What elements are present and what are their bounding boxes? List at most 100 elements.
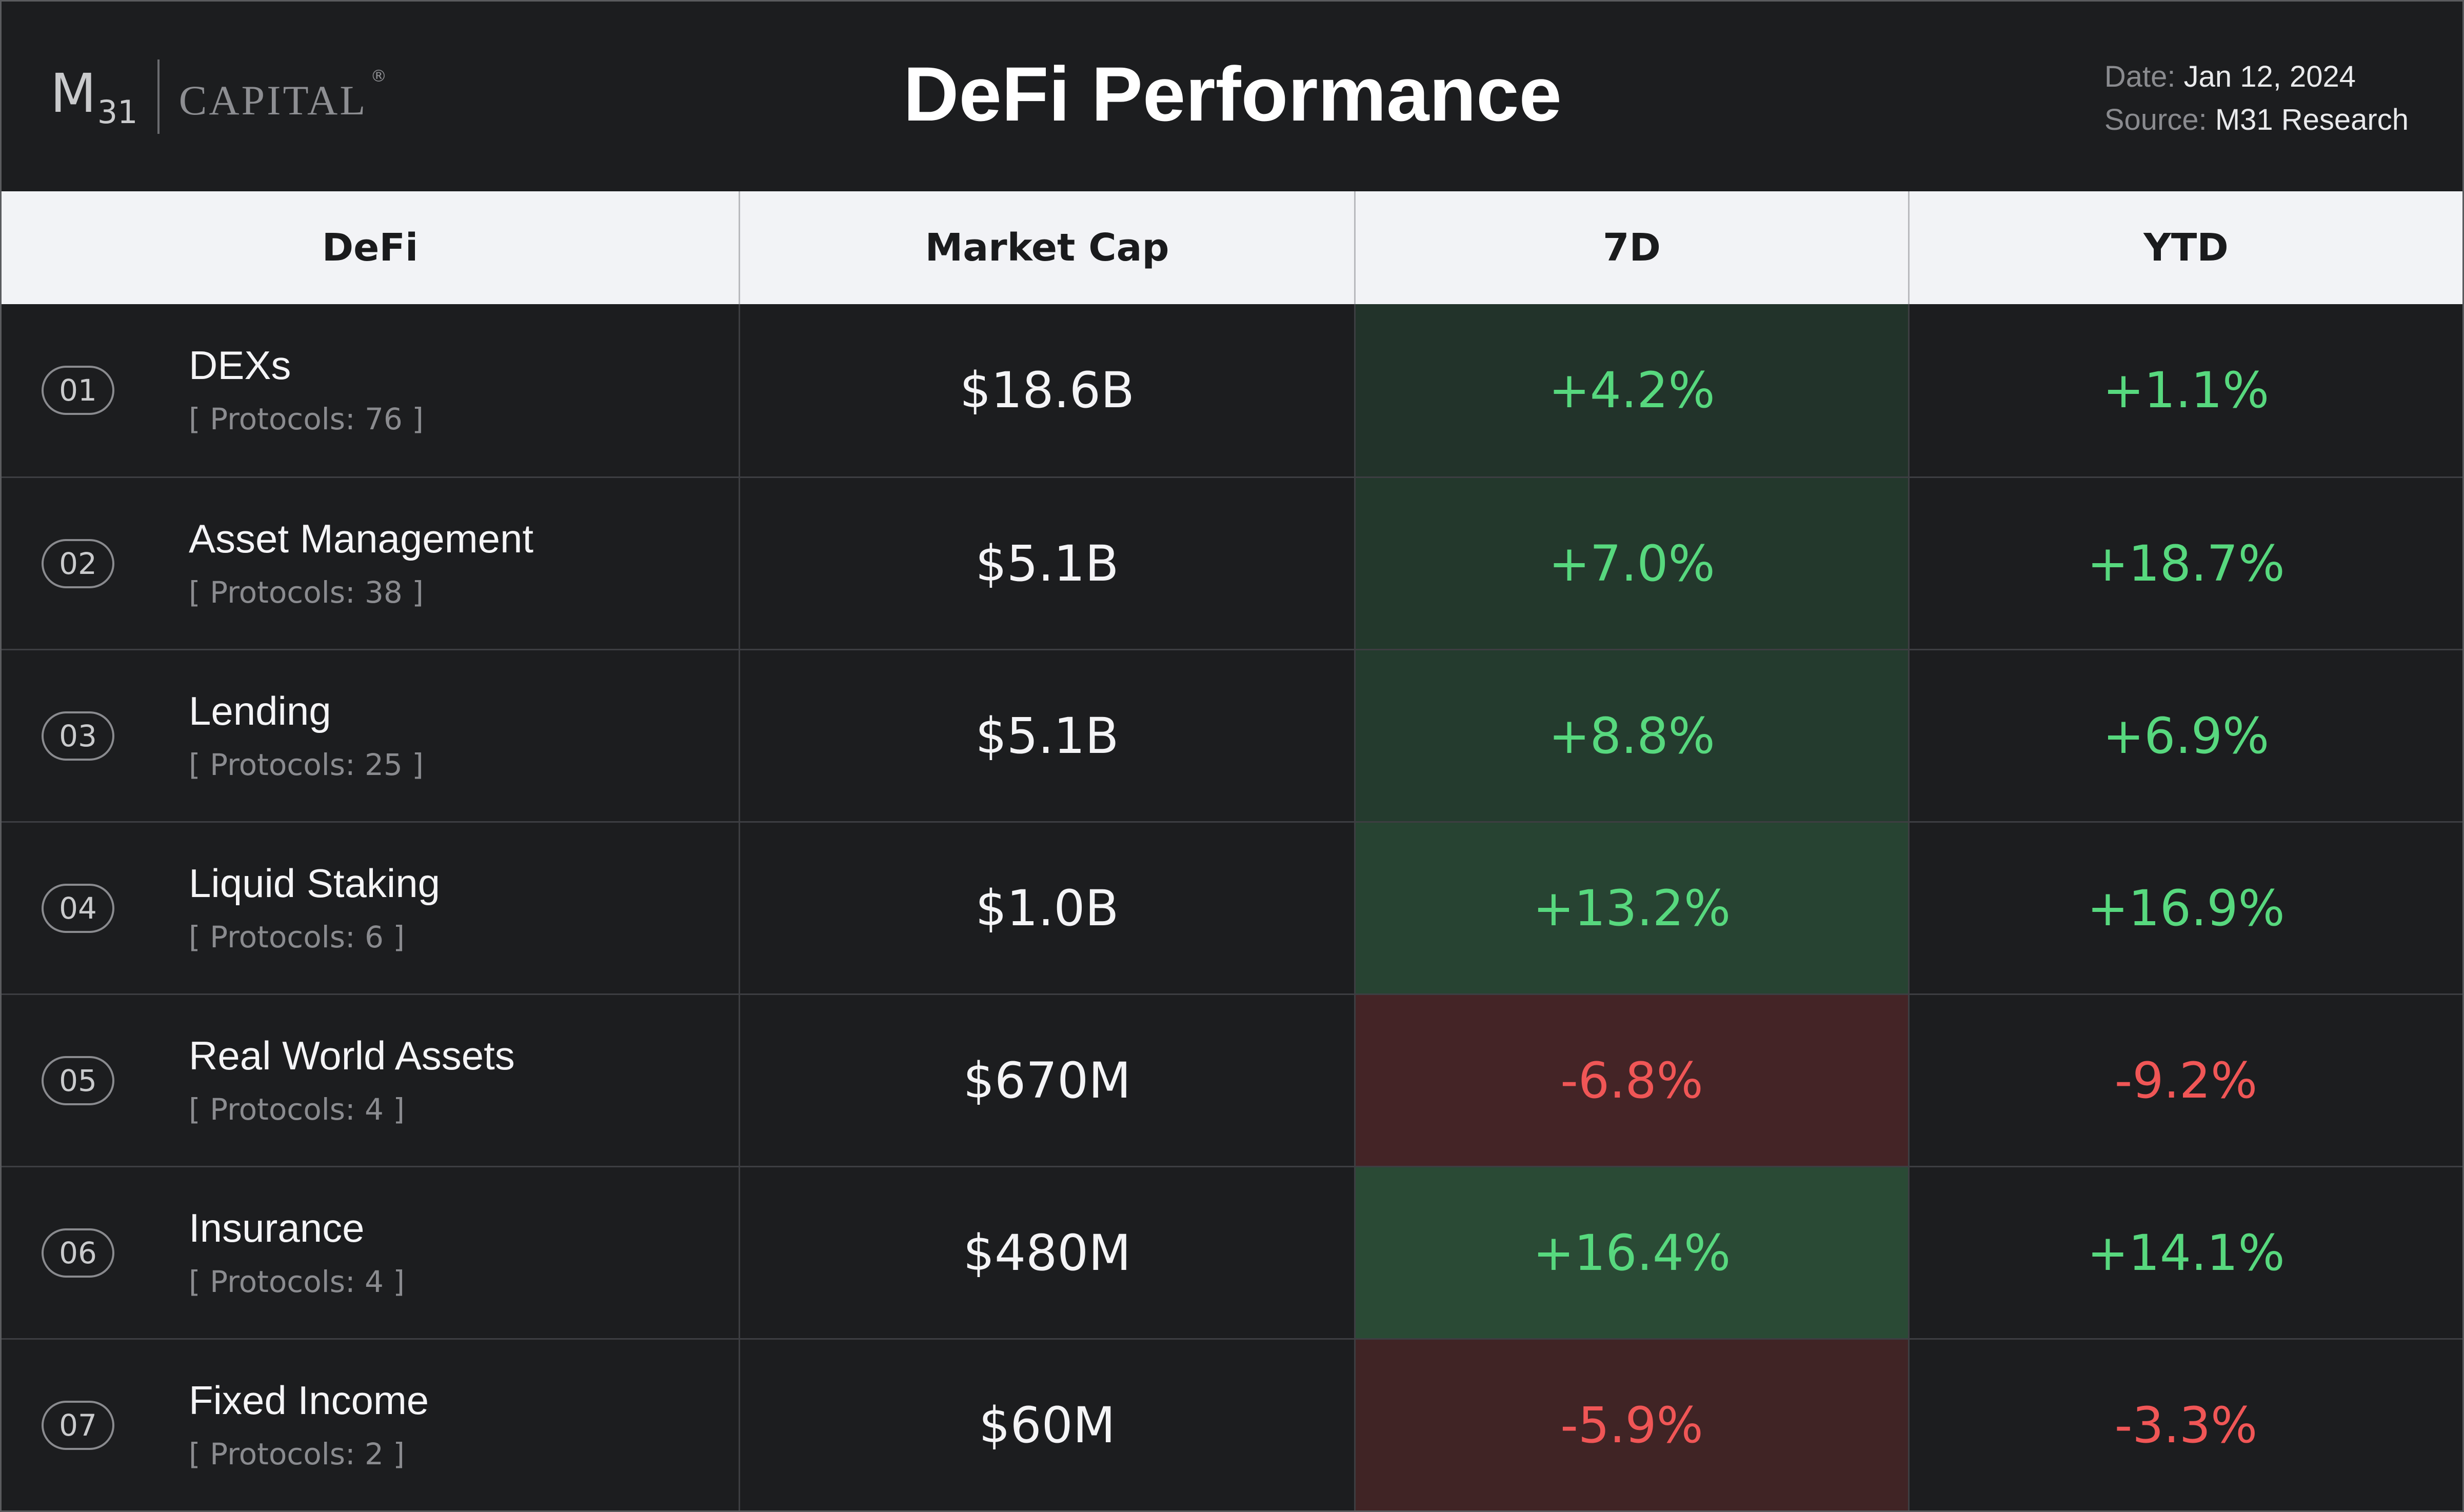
cell-ytd: +1.1% bbox=[1910, 304, 2462, 476]
column-header-defi: DeFi bbox=[2, 191, 740, 304]
rank-badge: 02 bbox=[42, 539, 114, 588]
sector-name: Real World Assets bbox=[189, 1032, 515, 1078]
cell-market-cap: $670M bbox=[740, 995, 1356, 1166]
table-row: 03 Lending [ Protocols: 25 ] $5.1B +8.8% +6.9… bbox=[2, 649, 2462, 821]
change-ytd-value: +6.9% bbox=[2102, 707, 2270, 765]
table-row: 05 Real World Assets [ Protocols: 4 ] $670M… bbox=[2, 993, 2462, 1166]
market-cap-value: $60M bbox=[979, 1396, 1116, 1454]
cell-defi: 02 Asset Management [ Protocols: 38 ] bbox=[2, 478, 740, 649]
cell-market-cap: $5.1B bbox=[740, 478, 1356, 649]
sector-name-block: Insurance [ Protocols: 4 ] bbox=[189, 1202, 405, 1304]
cell-defi: 06 Insurance [ Protocols: 4 ] bbox=[2, 1167, 740, 1338]
sector-name: Asset Management bbox=[189, 515, 534, 561]
cell-7d: +8.8% bbox=[1356, 650, 1910, 821]
change-ytd-value: -9.2% bbox=[2114, 1051, 2258, 1109]
performance-table: DeFi Market Cap 7D YTD 01 DEXs [ Protocols… bbox=[2, 191, 2462, 1510]
market-cap-value: $5.1B bbox=[975, 707, 1119, 765]
sector-name: Insurance bbox=[189, 1205, 365, 1250]
protocol-count: [ Protocols: 2 ] bbox=[189, 1436, 405, 1471]
change-7d-value: +16.4% bbox=[1533, 1224, 1731, 1282]
cell-market-cap: $18.6B bbox=[740, 304, 1356, 476]
rank-badge: 05 bbox=[42, 1056, 114, 1105]
rank-badge: 04 bbox=[42, 883, 114, 933]
change-ytd-value: +18.7% bbox=[2087, 534, 2285, 592]
market-cap-value: $18.6B bbox=[960, 362, 1135, 419]
registered-mark: ® bbox=[370, 66, 387, 86]
sector-name: Liquid Staking bbox=[189, 860, 441, 906]
cell-ytd: +6.9% bbox=[1910, 650, 2462, 821]
sector-name-block: DEXs [ Protocols: 76 ] bbox=[189, 340, 424, 441]
change-ytd-value: +1.1% bbox=[2102, 362, 2270, 419]
protocol-count: [ Protocols: 38 ] bbox=[189, 574, 424, 610]
column-header-ytd: YTD bbox=[2143, 226, 2229, 270]
change-7d-value: -5.9% bbox=[1560, 1396, 1703, 1454]
sector-name-block: Fixed Income [ Protocols: 2 ] bbox=[189, 1375, 429, 1476]
table-row: 02 Asset Management [ Protocols: 38 ] $5.1B… bbox=[2, 476, 2462, 649]
change-7d-value: +4.2% bbox=[1548, 362, 1715, 419]
cell-defi: 01 DEXs [ Protocols: 76 ] bbox=[2, 304, 740, 476]
table-row: 04 Liquid Staking [ Protocols: 6 ] $1.0B +13… bbox=[2, 821, 2462, 993]
source-value: M31 Research bbox=[2215, 103, 2409, 136]
market-cap-value: $670M bbox=[963, 1051, 1131, 1109]
protocol-count: [ Protocols: 4 ] bbox=[189, 1264, 405, 1299]
cell-defi: 04 Liquid Staking [ Protocols: 6 ] bbox=[2, 823, 740, 993]
cell-market-cap: $5.1B bbox=[740, 650, 1356, 821]
cell-7d: +4.2% bbox=[1356, 304, 1910, 476]
market-cap-value: $1.0B bbox=[975, 879, 1119, 937]
cell-defi: 05 Real World Assets [ Protocols: 4 ] bbox=[2, 995, 740, 1166]
cell-7d: +16.4% bbox=[1356, 1167, 1910, 1338]
sector-name: Fixed Income bbox=[189, 1377, 429, 1423]
brand-logo: M 31 CAPITAL ® bbox=[50, 55, 387, 137]
table-body: 01 DEXs[ Protocols: 76 ] $18.6B +4.2% +1.1% 0… bbox=[2, 304, 2462, 1510]
table-row: 07 Fixed Income [ Protocols: 2 ] $60M -5.9% -… bbox=[2, 1338, 2462, 1510]
market-cap-value: $480M bbox=[963, 1224, 1131, 1282]
cell-defi: 07 Fixed Income [ Protocols: 2 ] bbox=[2, 1340, 740, 1510]
source-label: Source: bbox=[2104, 103, 2207, 136]
cell-7d: +13.2% bbox=[1356, 823, 1910, 993]
logo-mark-subscript: 31 bbox=[97, 93, 138, 131]
protocol-count: [ Protocols: 6 ] bbox=[189, 919, 405, 954]
meta-info: Date: Jan 12, 2024 Source: M31 Research bbox=[2104, 55, 2409, 142]
date-line: Date: Jan 12, 2024 bbox=[2104, 55, 2409, 98]
header: M 31 CAPITAL ® DeFi Performance Date: Ja… bbox=[2, 2, 2462, 191]
cell-market-cap: $480M bbox=[740, 1167, 1356, 1338]
sector-name-block: Liquid Staking [ Protocols: 6 ] bbox=[189, 858, 440, 959]
change-ytd-value: -3.3% bbox=[2114, 1396, 2258, 1454]
change-7d-value: +8.8% bbox=[1548, 707, 1715, 765]
cell-7d: -6.8% bbox=[1356, 995, 1910, 1166]
page-title: DeFi Performance bbox=[903, 51, 1562, 137]
cell-market-cap: $60M bbox=[740, 1340, 1356, 1510]
logo-divider bbox=[157, 59, 160, 134]
cell-ytd: +18.7% bbox=[1910, 478, 2462, 649]
change-7d-value: +7.0% bbox=[1548, 534, 1715, 592]
table-row: 06 Insurance [ Protocols: 4 ] $480M +16.4% +1… bbox=[2, 1166, 2462, 1338]
market-cap-value: $5.1B bbox=[975, 534, 1119, 592]
sector-name-block: Asset Management [ Protocols: 38 ] bbox=[189, 513, 533, 614]
cell-ytd: +14.1% bbox=[1910, 1167, 2462, 1338]
sector-name: DEXs bbox=[189, 343, 291, 388]
change-ytd-value: +16.9% bbox=[2087, 879, 2285, 937]
logo-wordmark: CAPITAL bbox=[178, 77, 368, 124]
change-ytd-value: +14.1% bbox=[2087, 1224, 2285, 1282]
cell-ytd: +16.9% bbox=[1910, 823, 2462, 993]
rank-badge: 07 bbox=[42, 1400, 114, 1450]
cell-ytd: -3.3% bbox=[1910, 1340, 2462, 1510]
protocol-count: [ Protocols: 4 ] bbox=[189, 1091, 405, 1127]
table-row: 01 DEXs [ Protocols: 76 ] $18.6B +4.2% +1.1% bbox=[2, 304, 2462, 476]
protocol-count: [ Protocols: 76 ] bbox=[189, 402, 424, 436]
sector-name-block: Real World Assets [ Protocols: 4 ] bbox=[189, 1030, 515, 1131]
logo-mark: M bbox=[50, 62, 96, 125]
rank-badge: 03 bbox=[42, 711, 114, 761]
column-header-market-cap: Market Cap bbox=[740, 191, 1356, 304]
source-line: Source: M31 Research bbox=[2104, 98, 2409, 142]
rank-badge: 06 bbox=[42, 1228, 114, 1278]
protocol-count: [ Protocols: 25 ] bbox=[189, 747, 424, 782]
sector-name: Lending bbox=[189, 688, 331, 733]
column-header-7d: 7D bbox=[1356, 191, 1910, 304]
cell-ytd: -9.2% bbox=[1910, 995, 2462, 1166]
cell-market-cap: $1.0B bbox=[740, 823, 1356, 993]
rank-badge: 01 bbox=[42, 366, 114, 415]
date-label: Date: bbox=[2104, 60, 2176, 93]
cell-defi: 03 Lending [ Protocols: 25 ] bbox=[2, 650, 740, 821]
